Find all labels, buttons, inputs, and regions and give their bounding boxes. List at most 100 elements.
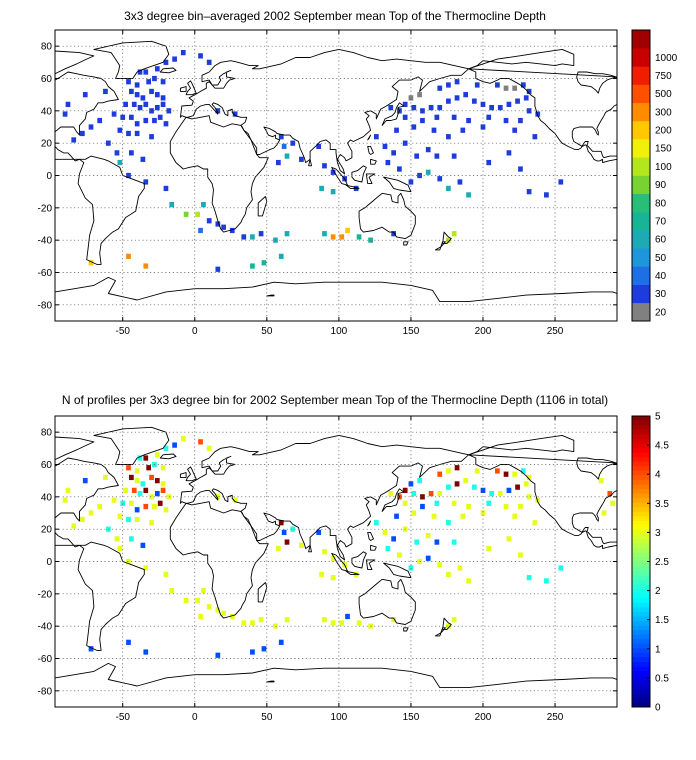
coastline xyxy=(169,115,269,233)
colorbar-segment xyxy=(632,656,650,662)
coastline xyxy=(351,165,367,183)
data-bin xyxy=(284,231,290,237)
colorbar-segment xyxy=(632,552,650,558)
data-bin xyxy=(261,646,267,652)
data-bin xyxy=(157,114,163,120)
data-bin xyxy=(330,189,336,195)
data-bin xyxy=(160,79,166,85)
coastline xyxy=(55,50,95,75)
data-bin xyxy=(120,500,126,506)
x-tick-label: 100 xyxy=(331,712,348,723)
data-bin xyxy=(198,227,203,234)
coastline xyxy=(308,158,312,167)
data-bin xyxy=(417,92,422,98)
data-bin xyxy=(460,127,466,133)
data-bin xyxy=(535,111,541,117)
data-bin xyxy=(480,124,486,130)
data-bin xyxy=(154,104,160,111)
colorbar-segment xyxy=(632,666,650,671)
data-bin xyxy=(146,465,152,471)
colorbar-label: 500 xyxy=(655,89,672,100)
colorbar-segment xyxy=(632,661,650,667)
coastline xyxy=(185,80,197,96)
colorbar-segment xyxy=(632,302,650,322)
y-tick-label: 80 xyxy=(41,42,53,53)
data-bin xyxy=(129,114,134,120)
colorbar-label: 4 xyxy=(655,470,661,481)
data-bin xyxy=(437,562,443,568)
coastline xyxy=(468,68,617,164)
data-bin xyxy=(140,156,146,162)
data-bin xyxy=(299,542,304,548)
y-tick-label: 20 xyxy=(41,139,53,150)
data-bin xyxy=(330,169,336,175)
colorbar-label: 0 xyxy=(655,703,661,714)
data-bin xyxy=(215,108,221,114)
colorbar-segment xyxy=(632,193,650,213)
data-bin xyxy=(486,159,492,166)
data-bin xyxy=(446,571,451,578)
data-bin xyxy=(149,108,154,114)
data-bin xyxy=(466,192,471,198)
data-bin xyxy=(134,507,140,513)
colorbar-segment xyxy=(632,634,650,640)
data-bin xyxy=(451,153,457,159)
coastline xyxy=(345,570,360,575)
y-tick-label: 80 xyxy=(41,428,53,439)
data-bin xyxy=(134,516,140,523)
colorbar-label: 70 xyxy=(655,216,667,227)
coastline xyxy=(179,48,470,175)
colorbar-segment xyxy=(632,511,650,517)
data-bin xyxy=(206,59,212,65)
data-bin xyxy=(446,98,451,104)
data-bin xyxy=(232,497,238,503)
coastline xyxy=(365,173,376,185)
data-bin xyxy=(129,88,134,95)
data-bin xyxy=(88,646,94,652)
data-bin xyxy=(206,218,212,224)
data-bin xyxy=(474,468,480,474)
data-bin xyxy=(241,620,247,626)
coastline xyxy=(77,155,145,265)
data-bin xyxy=(278,520,284,526)
colorbar-label: 150 xyxy=(655,144,672,155)
data-bin xyxy=(437,471,443,477)
colorbar-label: 750 xyxy=(655,71,672,82)
data-bin xyxy=(201,201,206,208)
data-bin xyxy=(152,117,157,124)
data-bin xyxy=(97,117,103,124)
data-bin xyxy=(149,134,154,140)
colorbar-segment xyxy=(632,452,650,458)
data-bin xyxy=(408,179,414,185)
coastline xyxy=(403,241,409,246)
data-bin xyxy=(486,114,492,120)
data-bin xyxy=(152,503,157,510)
colorbar-label: 50 xyxy=(655,253,667,264)
colorbar-label: 3.5 xyxy=(655,499,669,510)
data-bin xyxy=(503,85,509,91)
y-tick-label: 40 xyxy=(41,492,53,503)
data-bin xyxy=(356,620,362,626)
data-bin xyxy=(143,503,149,510)
data-bin xyxy=(146,79,152,85)
data-bin xyxy=(402,487,408,493)
data-bin xyxy=(126,130,131,137)
data-bin xyxy=(250,620,255,626)
colorbar-segment xyxy=(632,230,650,249)
data-bin xyxy=(526,88,532,95)
data-bin xyxy=(131,101,137,107)
data-bin xyxy=(82,478,88,484)
data-bin xyxy=(195,597,201,603)
data-bin xyxy=(544,578,549,584)
data-bin xyxy=(114,536,120,542)
data-bin xyxy=(523,95,529,101)
coastline xyxy=(403,627,409,632)
data-bin xyxy=(143,179,149,185)
x-tick-label: 250 xyxy=(547,326,564,337)
data-bin xyxy=(526,494,532,500)
colorbar-segment xyxy=(632,66,650,85)
data-bin xyxy=(446,237,451,243)
data-bin xyxy=(134,121,140,127)
data-bin xyxy=(154,92,160,98)
data-bin xyxy=(480,101,486,107)
